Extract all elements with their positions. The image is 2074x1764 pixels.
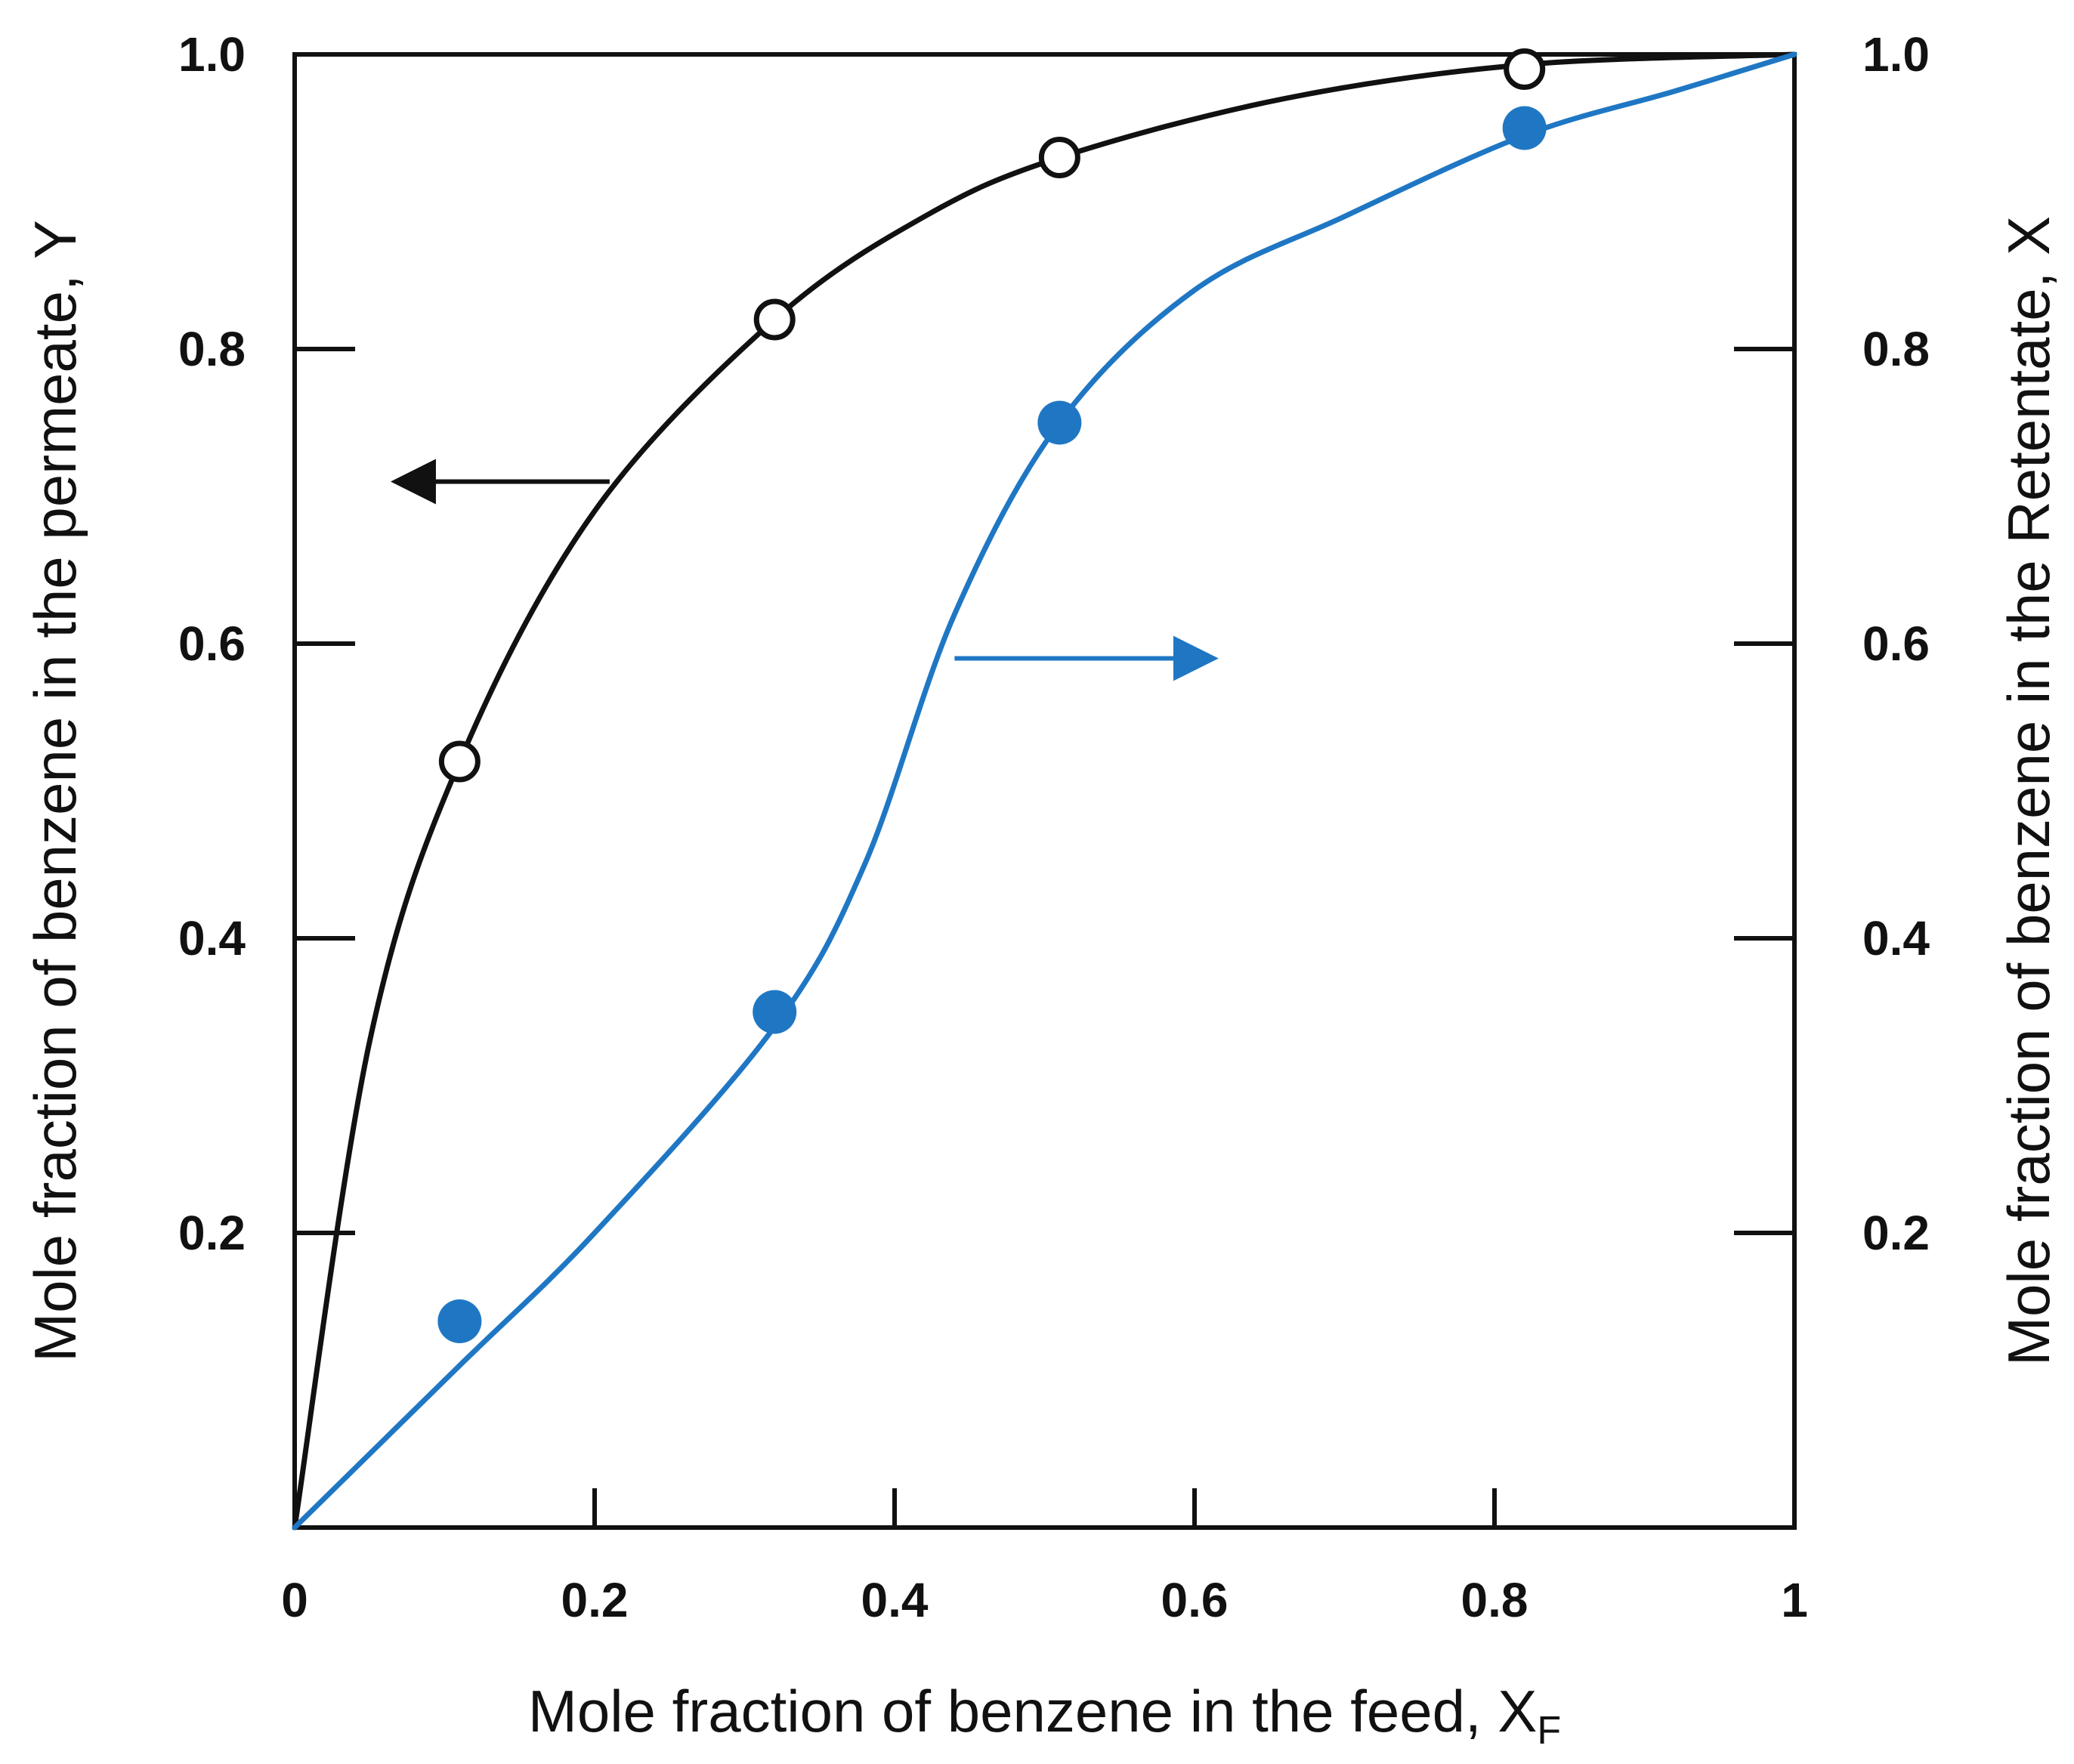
data-point-permeate [753,298,796,341]
y-right-axis-title: Mole fraction of benzene in the Retentat… [1995,216,2062,1366]
x-tick-label: 0 [281,1573,308,1627]
y-left-tick-label: 0.8 [178,322,246,376]
y-left-axis-title: Mole fraction of benzene in the permeate… [22,220,88,1362]
y-right-tick-label: 0.8 [1862,322,1930,376]
x-axis-title-subscript: F [1537,1709,1561,1753]
x-ticks: 0 0.2 0.4 0.6 0.8 1 [281,1488,1808,1627]
data-point-permeate [1038,137,1080,178]
points [437,48,1547,1343]
x-tick-label: 1 [1781,1573,1808,1627]
data-point-permeate [438,740,481,783]
data-point-retentate [1037,400,1082,445]
x-tick-label: 0.6 [1161,1573,1229,1627]
x-tick-label: 0.8 [1461,1573,1528,1627]
data-point-retentate [1502,106,1547,150]
data-point-permeate [1504,48,1546,90]
y-right-tick-label: 0.4 [1862,911,1930,965]
y-right-tick-label: 0.6 [1862,616,1930,671]
series-line-retentate [292,51,1797,1531]
y-right-ticks: 0.2 0.4 0.6 0.8 1.0 [1734,27,1930,1260]
x-axis-title: Mole fraction of benzene in the feed, XF [528,1678,1561,1753]
curves [292,51,1797,1531]
x-tick-label: 0.2 [561,1573,629,1627]
y-left-tick-label: 0.6 [178,616,246,671]
annotations [390,459,1219,681]
data-point-retentate [753,990,797,1034]
y-right-tick-label: 0.2 [1862,1206,1930,1260]
y-left-ticks: 0.2 0.4 0.6 0.8 1.0 [178,27,355,1260]
y-left-tick-label: 0.4 [178,911,246,965]
x-tick-label: 0.4 [861,1573,929,1627]
x-axis-title-main: Mole fraction of benzene in the feed, X [528,1678,1538,1744]
y-left-tick-label: 1.0 [178,27,246,82]
plot-frame [292,52,1797,1530]
y-right-tick-label: 1.0 [1862,27,1930,82]
y-left-tick-label: 0.2 [178,1206,246,1260]
data-point-retentate [437,1299,482,1343]
